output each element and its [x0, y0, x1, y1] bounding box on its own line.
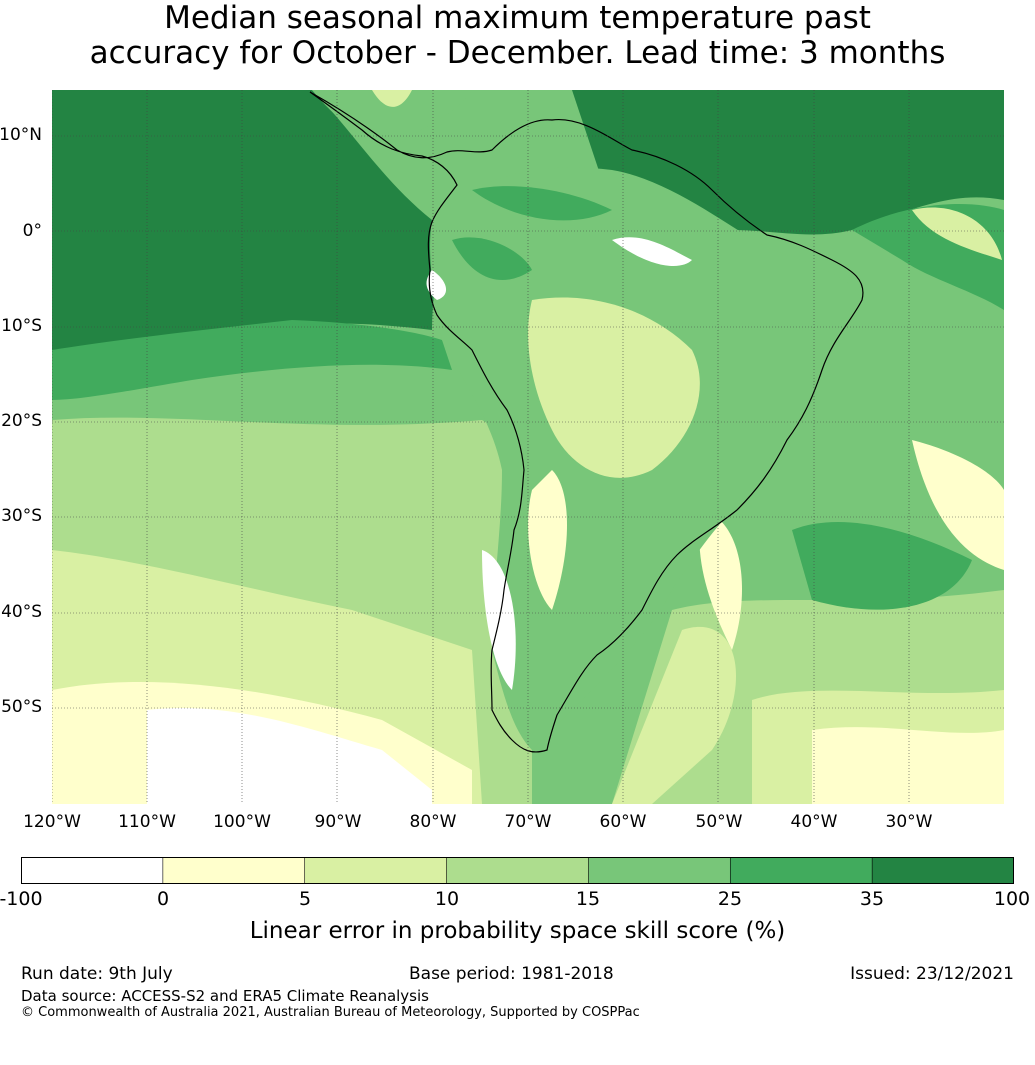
colorbar-swatch: [729, 857, 873, 884]
lon-label-120w: 120°W: [23, 812, 81, 832]
map-title-line-2: accuracy for October - December. Lead ti…: [89, 35, 946, 71]
colorbar-tick-25: 25: [717, 888, 743, 910]
colorbar: [21, 857, 1014, 884]
base-period: Base period: 1981-2018: [409, 964, 614, 984]
colorbar-swatch: [162, 857, 306, 884]
lat-label-0: 0°: [22, 221, 42, 241]
lon-label-80w: 80°W: [409, 812, 457, 832]
colorbar-swatch: [304, 857, 448, 884]
lat-label-20s: 20°S: [1, 411, 42, 431]
colorbar-tick-15: 15: [575, 888, 601, 910]
issued-date: Issued: 23/12/2021: [850, 964, 1014, 984]
colorbar-swatch: [871, 857, 1014, 884]
lon-label-50w: 50°W: [695, 812, 743, 832]
lat-label-50s: 50°S: [1, 697, 42, 717]
lat-label-10s: 10°S: [1, 316, 42, 336]
colorbar-tick-10: 10: [434, 888, 460, 910]
colorbar-label: Linear error in probability space skill …: [249, 918, 786, 944]
lon-label-60w: 60°W: [599, 812, 647, 832]
colorbar-tick-minus-100: -100: [0, 888, 43, 910]
lon-label-70w: 70°W: [504, 812, 552, 832]
lon-label-30w: 30°W: [885, 812, 933, 832]
colorbar-swatch: [446, 857, 590, 884]
lon-label-40w: 40°W: [790, 812, 838, 832]
data-source: Data source: ACCESS-S2 and ERA5 Climate …: [21, 987, 429, 1005]
colorbar-tick-0: 0: [156, 888, 170, 910]
colorbar-tick-5: 5: [298, 888, 312, 910]
colorbar-tick-100: 100: [993, 888, 1031, 910]
run-date: Run date: 9th July: [21, 964, 173, 984]
copyright: © Commonwealth of Australia 2021, Austra…: [21, 1005, 640, 1020]
skill-score-map: [52, 90, 1004, 804]
lon-label-110w: 110°W: [118, 812, 176, 832]
colorbar-tick-35: 35: [859, 888, 885, 910]
lon-label-90w: 90°W: [314, 812, 362, 832]
map-title-line-1: Median seasonal maximum temperature past: [164, 0, 871, 36]
lon-label-100w: 100°W: [213, 812, 271, 832]
colorbar-swatch: [588, 857, 732, 884]
lat-label-10n: 10°N: [0, 125, 42, 145]
lat-label-40s: 40°S: [1, 602, 42, 622]
lat-label-30s: 30°S: [1, 506, 42, 526]
colorbar-swatch: [21, 857, 164, 884]
